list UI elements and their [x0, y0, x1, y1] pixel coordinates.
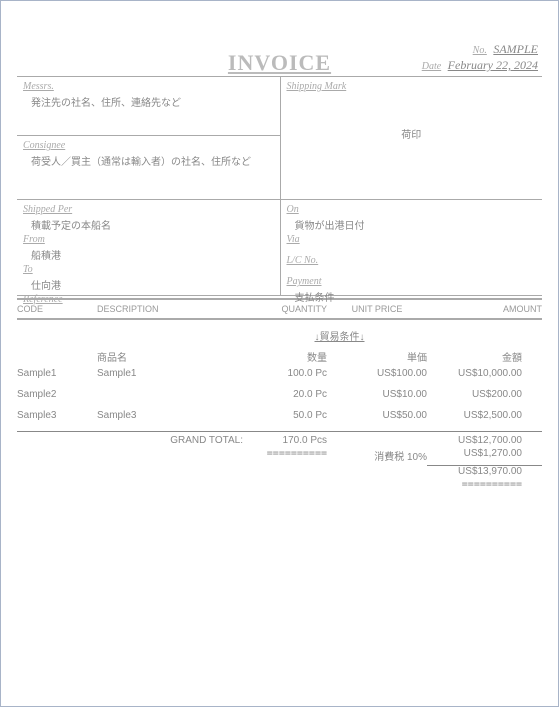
info-grid: Messrs. 発注先の社名、住所、連絡先など Shipping Mark 荷印…	[17, 77, 542, 296]
cell-amt: US$10,000.00	[427, 368, 542, 379]
dash-qty: ==========	[247, 448, 327, 463]
messrs-cell: Messrs. 発注先の社名、住所、連絡先など	[17, 77, 280, 135]
ship-left-cell: Shipped Per 積載予定の本船名 From 船積港 To 仕向港 Ref…	[17, 199, 280, 295]
cell-desc: Sample1	[97, 368, 247, 379]
cell-price: US$50.00	[327, 410, 427, 421]
shipping-mark-body: 荷印	[287, 92, 537, 141]
th-desc: DESCRIPTION	[97, 302, 247, 316]
consignee-cell: Consignee 荷受人／買主（通常は輸入者）の社名、住所など	[17, 135, 280, 199]
item-headers-row: 商品名 数量 単価 金額	[17, 347, 542, 366]
cell-qty: 100.0 Pc	[247, 368, 327, 379]
lc-label: L/C No.	[287, 255, 537, 266]
cell-price: US$100.00	[327, 368, 427, 379]
consignee-body: 荷受人／買主（通常は輸入者）の社名、住所など	[23, 151, 274, 168]
shipped-per-label: Shipped Per	[23, 204, 274, 215]
ih-name: 商品名	[97, 349, 247, 364]
ih-amt: 金額	[427, 349, 542, 364]
th-code: CODE	[17, 302, 97, 316]
consignee-label: Consignee	[23, 140, 274, 151]
final-amt: US$13,970.00	[427, 465, 542, 477]
cell-desc: Sample3	[97, 410, 247, 421]
table-row: Sample3 Sample3 50.0 Pc US$50.00 US$2,50…	[17, 408, 542, 423]
no-value: SAMPLE	[493, 42, 538, 56]
th-price: UNIT PRICE	[327, 302, 427, 316]
table-row: Sample2 20.0 Pc US$10.00 US$200.00	[17, 387, 542, 402]
cell-desc	[97, 389, 247, 400]
cell-code: Sample3	[17, 410, 97, 421]
cell-code: Sample2	[17, 389, 97, 400]
cell-amt: US$2,500.00	[427, 410, 542, 421]
shipped-per-body: 積載予定の本船名	[23, 215, 274, 232]
shipping-mark-cell: Shipping Mark 荷印	[280, 77, 543, 199]
to-body: 仕向港	[23, 275, 274, 292]
no-date-block: No. SAMPLE Date February 22, 2024	[422, 42, 538, 74]
to-label: To	[23, 264, 274, 275]
via-label: Via	[287, 234, 537, 245]
from-body: 船積港	[23, 245, 274, 262]
tax-label: 消費税 10%	[327, 448, 427, 463]
grand-total-label: GRAND TOTAL:	[17, 435, 247, 446]
cell-qty: 50.0 Pc	[247, 410, 327, 421]
trade-terms: ↓貿易条件↓	[137, 320, 542, 347]
cell-price: US$10.00	[327, 389, 427, 400]
table-header: CODE DESCRIPTION QUANTITY UNIT PRICE AMO…	[17, 298, 542, 320]
payment-label: Payment	[287, 276, 537, 287]
messrs-body: 発注先の社名、住所、連絡先など	[23, 92, 274, 109]
th-qty: QUANTITY	[247, 302, 327, 316]
page-title: INVOICE	[228, 50, 331, 76]
ih-qty: 数量	[247, 349, 327, 364]
no-label: No.	[473, 45, 491, 56]
tax-amt: US$1,270.00	[427, 448, 542, 463]
invoice-page: INVOICE No. SAMPLE Date February 22, 202…	[0, 0, 559, 707]
dash-amt: ==========	[427, 479, 542, 490]
messrs-label: Messrs.	[23, 81, 274, 92]
on-label: On	[287, 204, 537, 215]
cell-code: Sample1	[17, 368, 97, 379]
totals-block: GRAND TOTAL: 170.0 Pcs US$12,700.00 ====…	[17, 431, 542, 491]
cell-qty: 20.0 Pc	[247, 389, 327, 400]
shipping-mark-label: Shipping Mark	[287, 81, 537, 92]
table-body: ↓貿易条件↓ 商品名 数量 単価 金額 Sample1 Sample1 100.…	[17, 320, 542, 491]
ih-price: 単価	[327, 349, 427, 364]
from-label: From	[23, 234, 274, 245]
cell-amt: US$200.00	[427, 389, 542, 400]
on-body: 貨物が出港日付	[287, 215, 537, 232]
date-label: Date	[422, 61, 445, 72]
th-amt: AMOUNT	[427, 302, 542, 316]
header: INVOICE No. SAMPLE Date February 22, 202…	[17, 17, 542, 77]
grand-total-amt: US$12,700.00	[427, 435, 542, 446]
date-value: February 22, 2024	[448, 58, 538, 72]
table-row: Sample1 Sample1 100.0 Pc US$100.00 US$10…	[17, 366, 542, 381]
grand-total-qty: 170.0 Pcs	[247, 435, 327, 446]
ship-right-cell: On 貨物が出港日付 Via L/C No. Payment 支払条件	[280, 199, 543, 295]
